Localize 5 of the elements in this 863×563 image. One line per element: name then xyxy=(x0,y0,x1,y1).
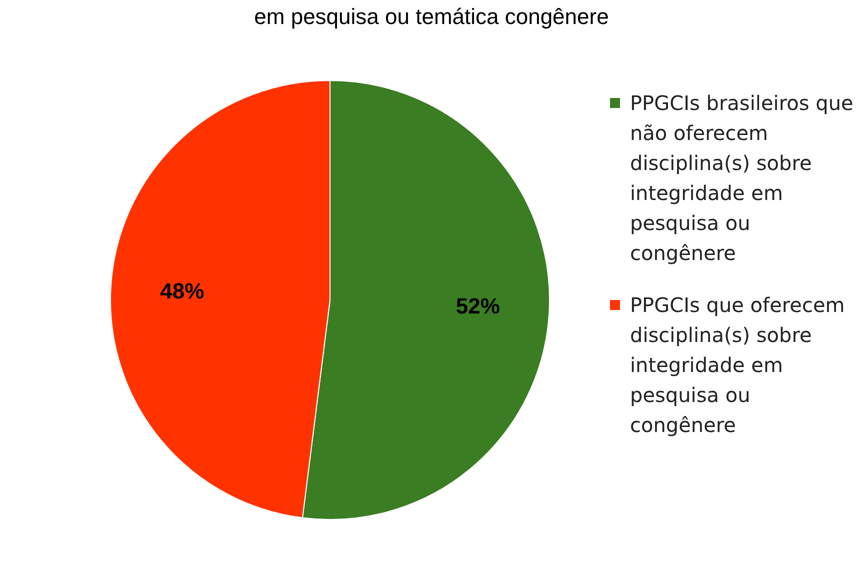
legend-label: PPGCIs brasileiros que não oferecem disciplina(s) sobre integridade em pesquisa ou congênere xyxy=(630,90,854,267)
legend-label: PPGCIs que oferecem disciplina(s) sobre integridade em pesquisa ou congênere xyxy=(630,292,846,439)
data-label: 48% xyxy=(160,278,204,304)
data-label: 52% xyxy=(456,294,500,319)
chart-title: em pesquisa ou temática congênere xyxy=(253,4,610,30)
